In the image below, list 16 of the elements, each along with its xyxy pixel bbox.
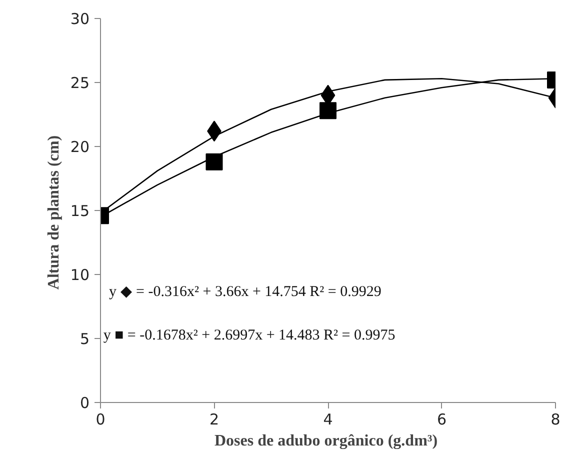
y-tick-label: 10 bbox=[70, 266, 90, 284]
x-tick-label: 0 bbox=[96, 410, 106, 428]
y-axis-title: Altura de plantas (cm) bbox=[45, 135, 62, 290]
x-tick-label: 6 bbox=[436, 410, 447, 428]
annotation: y ◆ = -0.316x² + 3.66x + 14.754 R² = 0.9929 bbox=[109, 284, 382, 300]
x-axis-title: Doses de adubo orgânico (g.dm³) bbox=[214, 432, 438, 450]
x-tick-label: 4 bbox=[323, 410, 333, 428]
y-tick-label: 0 bbox=[80, 394, 90, 412]
annotation: y ■ = -0.1678x² + 2.6997x + 14.483 R² = 0.9975 bbox=[103, 328, 396, 344]
y-tick-label: 30 bbox=[70, 10, 90, 28]
x-tick-label: 8 bbox=[550, 410, 560, 428]
y-tick-label: 20 bbox=[70, 138, 90, 156]
x-tick-label: 2 bbox=[209, 410, 220, 428]
y-tick-label: 25 bbox=[70, 74, 90, 92]
y-tick-label: 15 bbox=[70, 202, 90, 220]
y-tick-label: 5 bbox=[80, 330, 90, 348]
